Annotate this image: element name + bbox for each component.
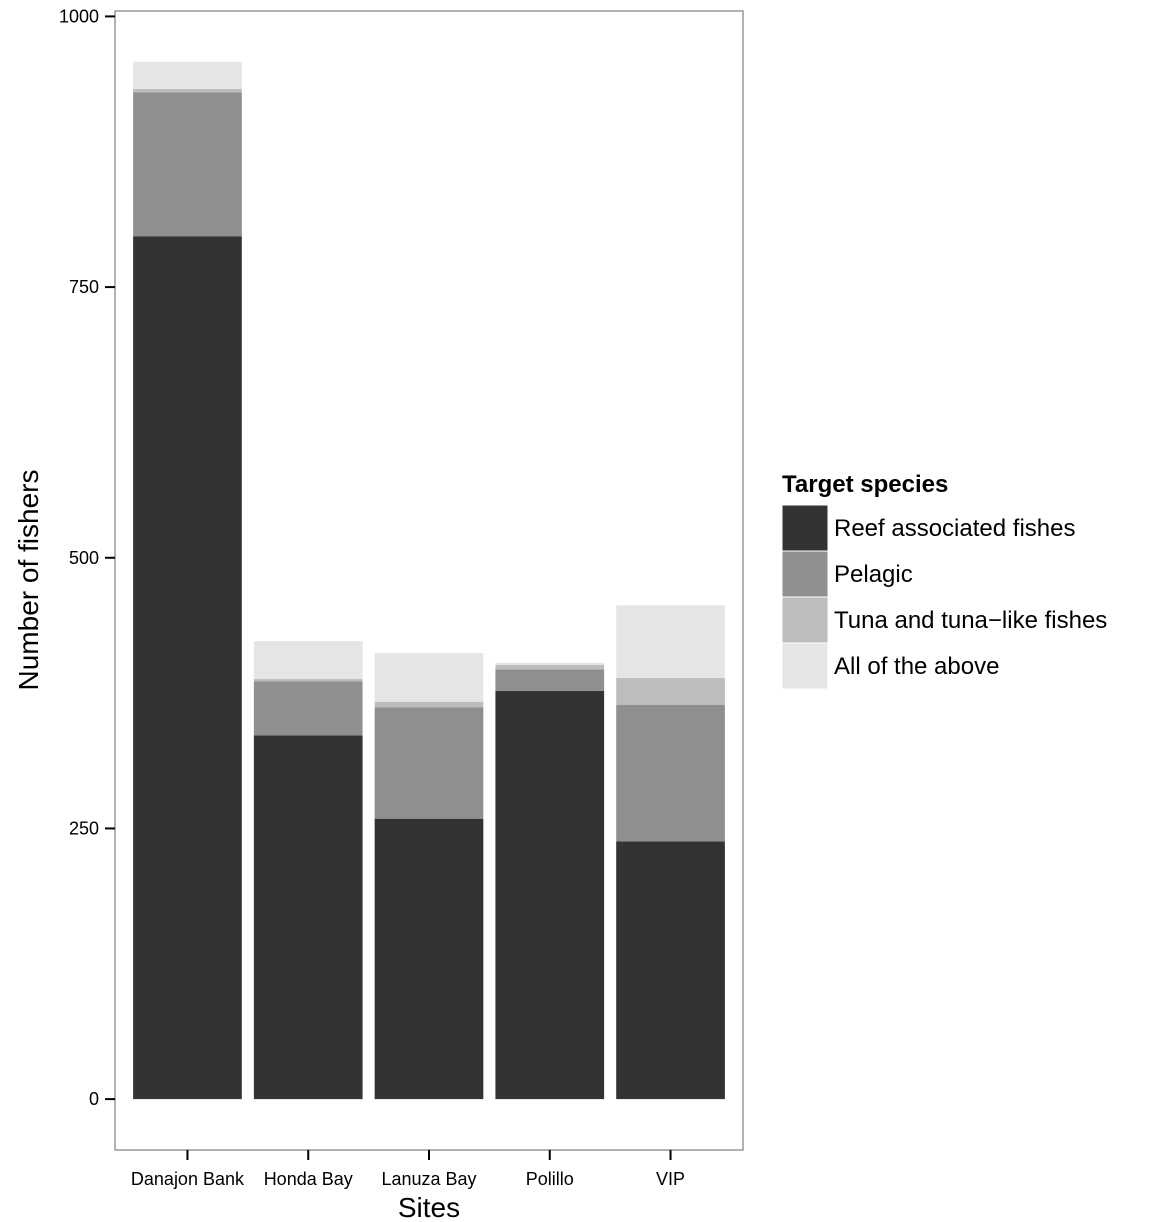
bar-segment-vip-series-3 <box>616 677 725 706</box>
bar-segment-polillo-series-2 <box>495 669 605 691</box>
bar-segment-danajon-bank-series-4 <box>133 61 242 89</box>
x-axis-title: Sites <box>398 1192 460 1222</box>
bar-segment-lanuza-bay-series-1 <box>374 818 484 1100</box>
bar-segment-danajon-bank-series-2 <box>133 92 242 237</box>
legend-key <box>781 550 829 598</box>
bar-segment-lanuza-bay-series-3 <box>374 701 484 708</box>
x-tick-label: VIP <box>656 1169 685 1189</box>
bar-segment-polillo-series-4 <box>495 662 605 665</box>
legend-label: Pelagic <box>834 561 913 588</box>
legend-label: All of the above <box>834 653 999 680</box>
bar-segment-vip-series-2 <box>616 705 725 842</box>
x-axis: Danajon Bank Honda Bay Lanuza Bay Polillo VI… <box>131 1150 685 1189</box>
legend-title: Target species <box>782 471 948 498</box>
y-tick-label: 250 <box>69 818 99 838</box>
bar-segment-lanuza-bay-series-4 <box>374 653 484 702</box>
y-tick-label: 0 <box>89 1089 99 1109</box>
x-tick-label: Lanuza Bay <box>381 1169 476 1189</box>
legend-key <box>781 596 829 644</box>
legend: Target species Reef associated fishes Pel… <box>781 471 1107 690</box>
y-tick-label: 1000 <box>59 6 99 26</box>
y-tick-label: 750 <box>69 277 99 297</box>
bar-segment-honda-bay-series-1 <box>253 735 363 1100</box>
y-axis-title: Number of fishers <box>13 470 44 691</box>
x-tick-label: Polillo <box>526 1169 574 1189</box>
legend-label: Reef associated fishes <box>834 515 1075 542</box>
bar-segment-lanuza-bay-series-2 <box>374 707 484 819</box>
x-tick-label: Honda Bay <box>264 1169 353 1189</box>
legend-key <box>781 642 829 690</box>
bar-segment-honda-bay-series-2 <box>253 681 363 736</box>
bar-segment-honda-bay-series-4 <box>253 641 363 680</box>
legend-key <box>781 504 829 552</box>
bar-segment-honda-bay-series-3 <box>253 679 363 682</box>
bar-segment-polillo-series-3 <box>495 664 605 670</box>
bar-segment-vip-series-4 <box>616 605 725 678</box>
bars-group <box>133 61 725 1100</box>
x-tick-label: Danajon Bank <box>131 1169 245 1189</box>
bar-segment-danajon-bank-series-1 <box>133 236 242 1100</box>
bar-segment-danajon-bank-series-3 <box>133 88 242 93</box>
bar-segment-polillo-series-1 <box>495 690 605 1100</box>
y-axis: 0 250 500 750 1000 <box>59 6 115 1109</box>
legend-label: Tuna and tuna−like fishes <box>834 607 1107 634</box>
y-tick-label: 500 <box>69 548 99 568</box>
bar-segment-vip-series-1 <box>616 841 725 1100</box>
